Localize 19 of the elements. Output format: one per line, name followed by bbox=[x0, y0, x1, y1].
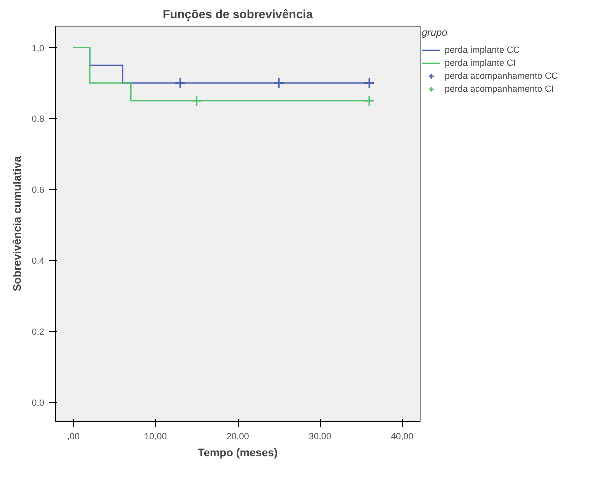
y-axis-title: Sobrevivência cumulativa bbox=[12, 156, 24, 292]
chart-title: Funções de sobrevivência bbox=[162, 8, 314, 22]
x-tick-label: 10,00 bbox=[144, 432, 168, 442]
x-tick-label: 30,00 bbox=[308, 432, 332, 442]
y-tick-label: 0,4 bbox=[32, 256, 45, 266]
x-axis-title: Tempo (meses) bbox=[198, 448, 278, 460]
y-tick-label: 0,2 bbox=[32, 326, 45, 337]
x-tick-label: 20,00 bbox=[226, 432, 250, 442]
y-tick-label: 0,6 bbox=[32, 185, 45, 196]
legend-label: perda acompanhamento CC bbox=[445, 70, 558, 82]
legend-label: perda implante CI bbox=[445, 57, 516, 69]
x-tick-label: ,00 bbox=[67, 432, 80, 442]
legend-label: perda implante CC bbox=[445, 44, 520, 56]
y-tick-label: 1,0 bbox=[32, 43, 45, 54]
legend-label: perda acompanhamento CI bbox=[445, 83, 554, 95]
x-tick-label: 40,00 bbox=[391, 432, 414, 442]
y-tick-label: 0,8 bbox=[32, 114, 45, 124]
y-tick-label: 0,0 bbox=[32, 398, 45, 408]
legend-title: grupo bbox=[422, 28, 449, 39]
